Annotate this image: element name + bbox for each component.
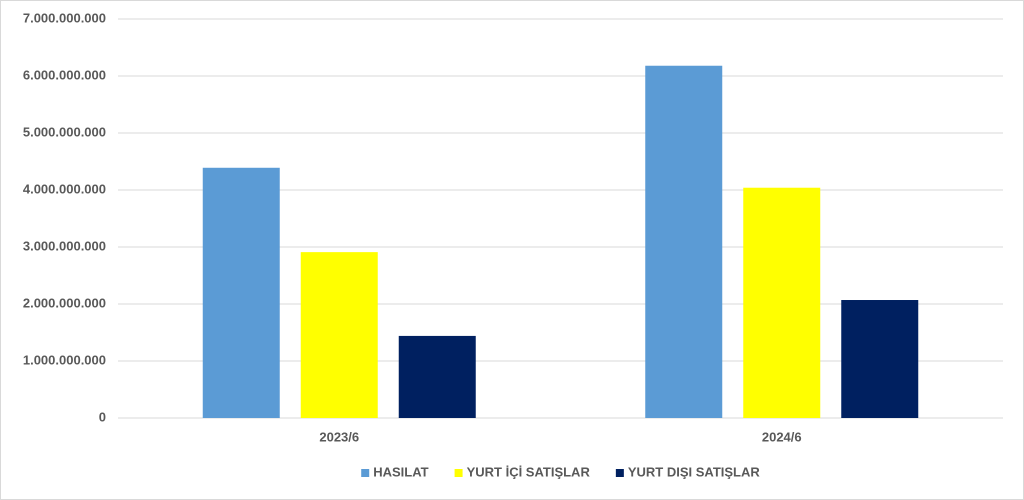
y-tick-label: 1.000.000.000 — [23, 352, 106, 367]
y-tick-label: 7.000.000.000 — [23, 10, 106, 25]
legend-label: YURT İÇİ SATIŞLAR — [467, 464, 591, 479]
legend-swatch — [615, 469, 624, 477]
y-tick-label: 5.000.000.000 — [23, 124, 106, 139]
y-tick-label: 6.000.000.000 — [23, 67, 106, 82]
bar — [743, 187, 821, 418]
legend-swatch — [361, 469, 370, 477]
bar — [645, 65, 723, 419]
y-tick-label: 3.000.000.000 — [23, 238, 106, 253]
legend-label: HASILAT — [373, 464, 428, 479]
y-tick-label: 2.000.000.000 — [23, 295, 106, 310]
bar — [841, 300, 919, 418]
x-tick-label: 2023/6 — [319, 429, 359, 444]
legend-swatch — [454, 469, 463, 477]
bar — [300, 252, 378, 418]
x-tick-label: 2024/6 — [762, 429, 802, 444]
bar — [202, 167, 280, 418]
legend-label: YURT DIŞI SATIŞLAR — [628, 464, 761, 479]
y-tick-label: 4.000.000.000 — [23, 181, 106, 196]
y-tick-label: 0 — [99, 409, 106, 424]
bar — [398, 335, 476, 418]
